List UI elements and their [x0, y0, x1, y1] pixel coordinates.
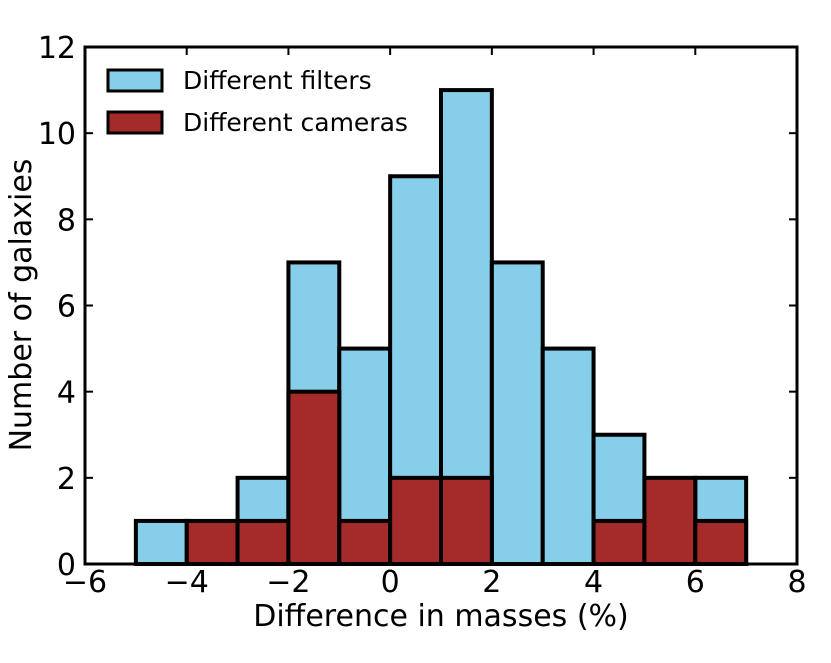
y-tick-label: 2 [57, 462, 76, 497]
plot-frame [83, 45, 799, 566]
x-tick-label: 0 [381, 565, 400, 600]
legend-label-different-cameras: Different cameras [183, 108, 408, 137]
legend: Different filters Different cameras [106, 66, 408, 137]
legend-swatch-different-filters [106, 68, 164, 93]
bar-different-cameras-bin-1 [184, 518, 240, 567]
y-axis-label: Number of galaxies [4, 159, 39, 452]
legend-swatch-different-cameras [106, 110, 164, 135]
y-tick-label: 12 [38, 31, 76, 66]
bar-different-cameras-bin-2 [235, 518, 291, 567]
x-tick-label: 4 [584, 565, 603, 600]
y-tick-label: 6 [57, 290, 76, 325]
bar-different-cameras-bin-11 [693, 518, 749, 567]
bars-layer [133, 88, 749, 567]
bar-different-filters-bin-7 [489, 260, 545, 566]
y-tick-label: 4 [57, 376, 76, 411]
x-tick-label: −2 [266, 565, 310, 600]
x-axis-label: Difference in masses (%) [253, 599, 628, 634]
y-tick-label: 0 [57, 548, 76, 583]
bar-different-cameras-bin-10 [642, 475, 698, 567]
x-tick-label: 8 [787, 565, 806, 600]
bar-different-cameras-bin-6 [439, 475, 494, 567]
bar-different-cameras-bin-9 [591, 518, 647, 567]
bar-different-cameras-bin-4 [337, 518, 393, 567]
x-tick-label: 2 [482, 565, 501, 600]
y-tick-labels: 0 2 4 6 8 10 12 [38, 31, 76, 583]
x-tick-label: −6 [63, 565, 107, 600]
bar-different-filters-bin-0 [133, 518, 189, 567]
bar-different-filters-bin-8 [540, 346, 596, 567]
x-tick-labels: −6 −4 −2 0 2 4 6 8 [63, 565, 807, 600]
x-tick-label: 6 [686, 565, 705, 600]
bar-different-cameras-bin-5 [388, 475, 443, 567]
bar-different-cameras-bin-3 [286, 389, 342, 566]
y-tick-label: 8 [57, 203, 76, 238]
x-tick-label: −4 [165, 565, 209, 600]
y-tick-label: 10 [38, 117, 76, 152]
legend-label-different-filters: Different filters [183, 66, 372, 95]
